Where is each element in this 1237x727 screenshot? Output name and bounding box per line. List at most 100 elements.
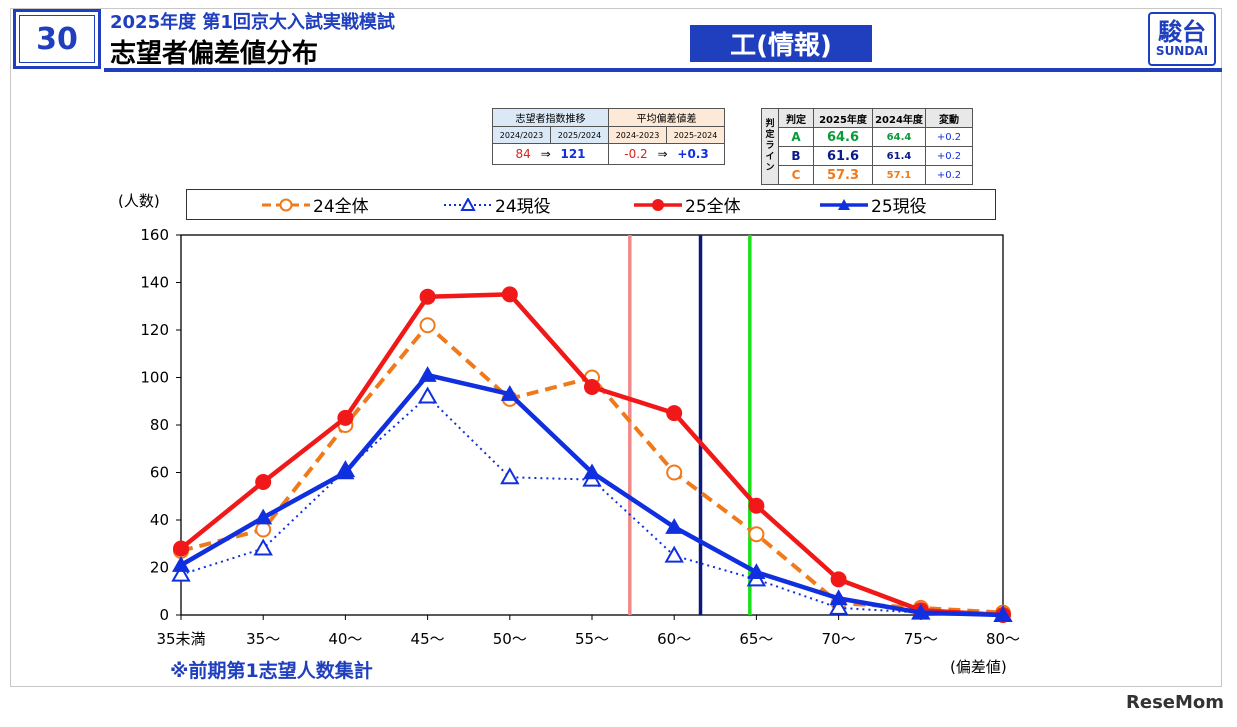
series-3-line (179, 292, 1004, 618)
legend-24-current: 24現役 (443, 190, 551, 219)
legend-25-current-label: 25現役 (871, 197, 927, 217)
data-point (173, 540, 189, 557)
y-tick-label: 0 (159, 606, 169, 624)
chart-legend: 24全体 24現役 25全体 25現役 (186, 189, 996, 220)
data-point (994, 606, 1012, 622)
y-tick-label: 40 (150, 511, 169, 529)
diff-arrow: ⇒ (657, 147, 668, 161)
grade-c-2025: 57.3 (813, 165, 873, 185)
judgement-head-2025: 2025年度 (813, 108, 873, 128)
data-point (500, 385, 519, 401)
y-axis-unit: (人数) (118, 192, 160, 210)
x-tick-label: 35〜 (246, 630, 280, 648)
y-tick-label: 80 (150, 416, 169, 434)
data-point (583, 463, 601, 480)
data-point (584, 379, 600, 395)
series-3 (173, 286, 1011, 623)
legend-25-all-label: 25全体 (685, 197, 741, 217)
index-prev: 84 (515, 147, 531, 161)
x-tick-label: 40〜 (328, 630, 362, 648)
diff-cur: +0.3 (677, 147, 709, 161)
header-rule (104, 68, 1222, 72)
index-arrow: ⇒ (540, 147, 551, 161)
data-point (830, 571, 847, 588)
judgement-head-change: 変動 (925, 108, 973, 128)
data-point (665, 518, 684, 534)
index-table-head-right: 平均偏差値差 (608, 108, 725, 127)
data-point (911, 603, 930, 620)
data-point (418, 366, 437, 382)
data-point (253, 538, 273, 556)
page-number: 30 (36, 21, 78, 57)
resemom-watermark: ReseMom (1126, 692, 1225, 713)
x-tick-label: 35未満 (156, 630, 205, 648)
x-tick-label: 80〜 (986, 630, 1020, 648)
legend-24-current-swatch (444, 197, 492, 211)
data-point (828, 597, 849, 615)
legend-25-current-swatch (820, 198, 868, 210)
department-badge: 工(情報) (690, 25, 872, 62)
plot-area (180, 234, 1004, 616)
index-sub-3: 2025-2024 (666, 126, 725, 144)
aggregation-note: ※前期第1志望人数集計 (170, 660, 373, 682)
data-point (171, 564, 191, 582)
data-point (666, 405, 683, 422)
y-tick-label: 140 (140, 274, 169, 292)
series-2-line (180, 395, 1004, 616)
y-tick-label: 100 (140, 369, 169, 387)
data-point (419, 288, 436, 305)
data-point (419, 317, 436, 334)
data-point (254, 508, 273, 525)
x-tick-label: 60〜 (657, 630, 691, 648)
page-number-box: 30 (13, 9, 101, 69)
legend-25-all-swatch (634, 198, 682, 211)
x-axis-label: (偏差値) (950, 658, 1007, 676)
legend-24-current-label: 24現役 (495, 197, 551, 217)
y-tick-label: 60 (150, 464, 169, 482)
data-point (666, 464, 683, 481)
data-point (664, 545, 684, 563)
data-point (337, 409, 354, 426)
legend-24-all-label: 24全体 (313, 197, 369, 217)
data-point (748, 526, 765, 543)
index-table: 志望者指数推移 平均偏差値差 2024/2023 2025/2024 2024-… (492, 108, 725, 165)
x-tick-label: 45〜 (411, 630, 445, 648)
legend-24-all: 24全体 (261, 190, 369, 219)
series-4 (172, 366, 1012, 622)
data-point (255, 521, 272, 538)
judgement-head-2024: 2024年度 (872, 108, 926, 128)
diff-values: -0.2 ⇒ +0.3 (608, 143, 725, 165)
index-table-head-left: 志望者指数推移 (492, 108, 609, 127)
chart-series (171, 286, 1013, 623)
data-point (255, 474, 272, 490)
series-2 (171, 386, 1013, 622)
index-sub-2: 2024-2023 (608, 126, 667, 144)
index-sub-1: 2025/2024 (550, 126, 609, 144)
data-point (500, 467, 520, 485)
judgement-lines (628, 235, 752, 615)
data-point (747, 563, 766, 579)
legend-24-all-swatch (262, 198, 310, 211)
data-point (417, 386, 438, 404)
y-tick-label: 120 (140, 321, 169, 339)
data-point (336, 463, 355, 480)
y-tick-label: 20 (150, 559, 169, 577)
legend-25-current: 25現役 (819, 190, 927, 219)
data-point (829, 589, 848, 606)
x-tick-label: 70〜 (822, 630, 856, 648)
slide-frame (10, 8, 1222, 687)
logo-text: SUNDAI (1155, 44, 1209, 58)
sundai-logo: 駿台 SUNDAI (1148, 12, 1216, 66)
judgement-head-grade: 判定 (778, 108, 814, 128)
data-point (501, 286, 518, 303)
x-tick-label: 50〜 (493, 630, 527, 648)
series-4-line (179, 372, 1004, 618)
page-number-inner-border (19, 15, 95, 63)
y-tick-label: 160 (140, 226, 169, 244)
x-tick-label: 65〜 (739, 630, 773, 648)
logo-kanji: 駿台 (1158, 18, 1206, 46)
legend-25-all: 25全体 (633, 190, 741, 219)
grade-c-change: +0.2 (925, 165, 973, 185)
data-point (748, 497, 765, 514)
